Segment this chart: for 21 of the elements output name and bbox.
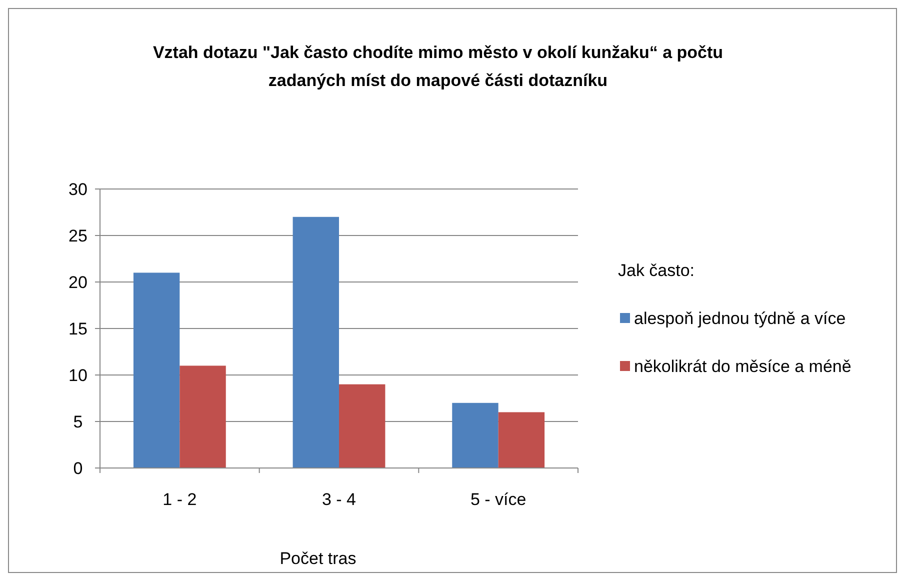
bar (339, 384, 386, 468)
bar (498, 412, 545, 468)
y-tick-label: 20 (68, 273, 88, 292)
legend-title: Jak často: (618, 261, 695, 280)
y-tick-label: 0 (73, 459, 83, 478)
legend-label: několikrát do měsíce a méně (634, 357, 852, 376)
x-tick-label: 3 - 4 (322, 490, 356, 509)
chart-title: Vztah dotazu "Jak často chodíte mimo město v okolí kunžaku“ a počtu zadaných míst do mapové části dotazníku (152, 43, 724, 90)
bar (180, 366, 226, 468)
bar (292, 216, 339, 468)
x-axis-title: Počet tras (280, 549, 356, 568)
x-tick-label: 5 - více (470, 490, 526, 509)
bar (452, 402, 498, 468)
x-tick-label: 1 - 2 (162, 490, 197, 509)
y-tick-label: 10 (68, 366, 88, 385)
y-tick-label: 15 (68, 320, 88, 338)
y-tick-label: 30 (68, 180, 88, 199)
bar (133, 272, 180, 468)
y-tick-label: 5 (73, 412, 83, 432)
legend-label: alespoň jednou týdně a více (634, 309, 846, 328)
y-tick-label: 25 (68, 226, 88, 246)
